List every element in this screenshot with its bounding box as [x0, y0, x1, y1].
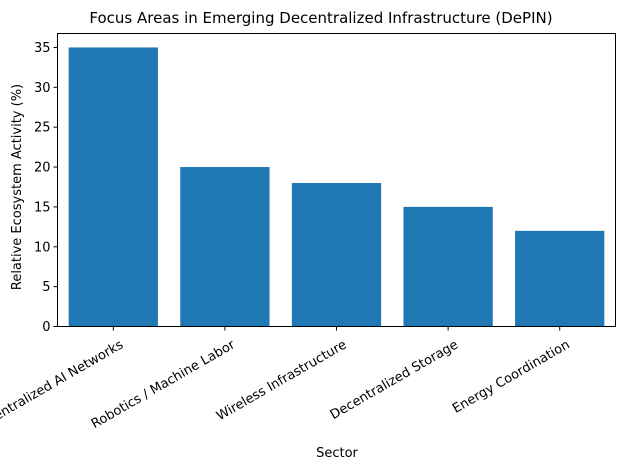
- bar-4: [403, 206, 493, 327]
- bars-group: [68, 47, 605, 327]
- x-tick-label: Energy Coordination: [450, 337, 572, 416]
- y-tick-label: 0: [42, 320, 50, 335]
- y-axis-title: Relative Ecosystem Activity (%): [10, 84, 25, 290]
- plot-frame: [57, 33, 616, 327]
- bar-2: [180, 167, 270, 327]
- y-tick-label: 35: [34, 41, 51, 56]
- y-tick-label: 25: [34, 121, 51, 136]
- chart-title: Focus Areas in Emerging Decentralized In…: [89, 9, 552, 27]
- bar-5: [515, 230, 605, 327]
- y-tick-label: 5: [42, 280, 50, 295]
- y-tick-label: 15: [34, 200, 51, 215]
- y-tick-label: 20: [34, 161, 51, 176]
- x-axis-title: Sector: [316, 446, 358, 461]
- y-axis-ticks: 0 5 10 15 20 25 30 35: [34, 41, 58, 335]
- bar-1: [68, 47, 158, 327]
- bar-3: [291, 182, 382, 327]
- y-tick-label: 10: [34, 240, 51, 255]
- y-tick-label: 30: [34, 81, 51, 96]
